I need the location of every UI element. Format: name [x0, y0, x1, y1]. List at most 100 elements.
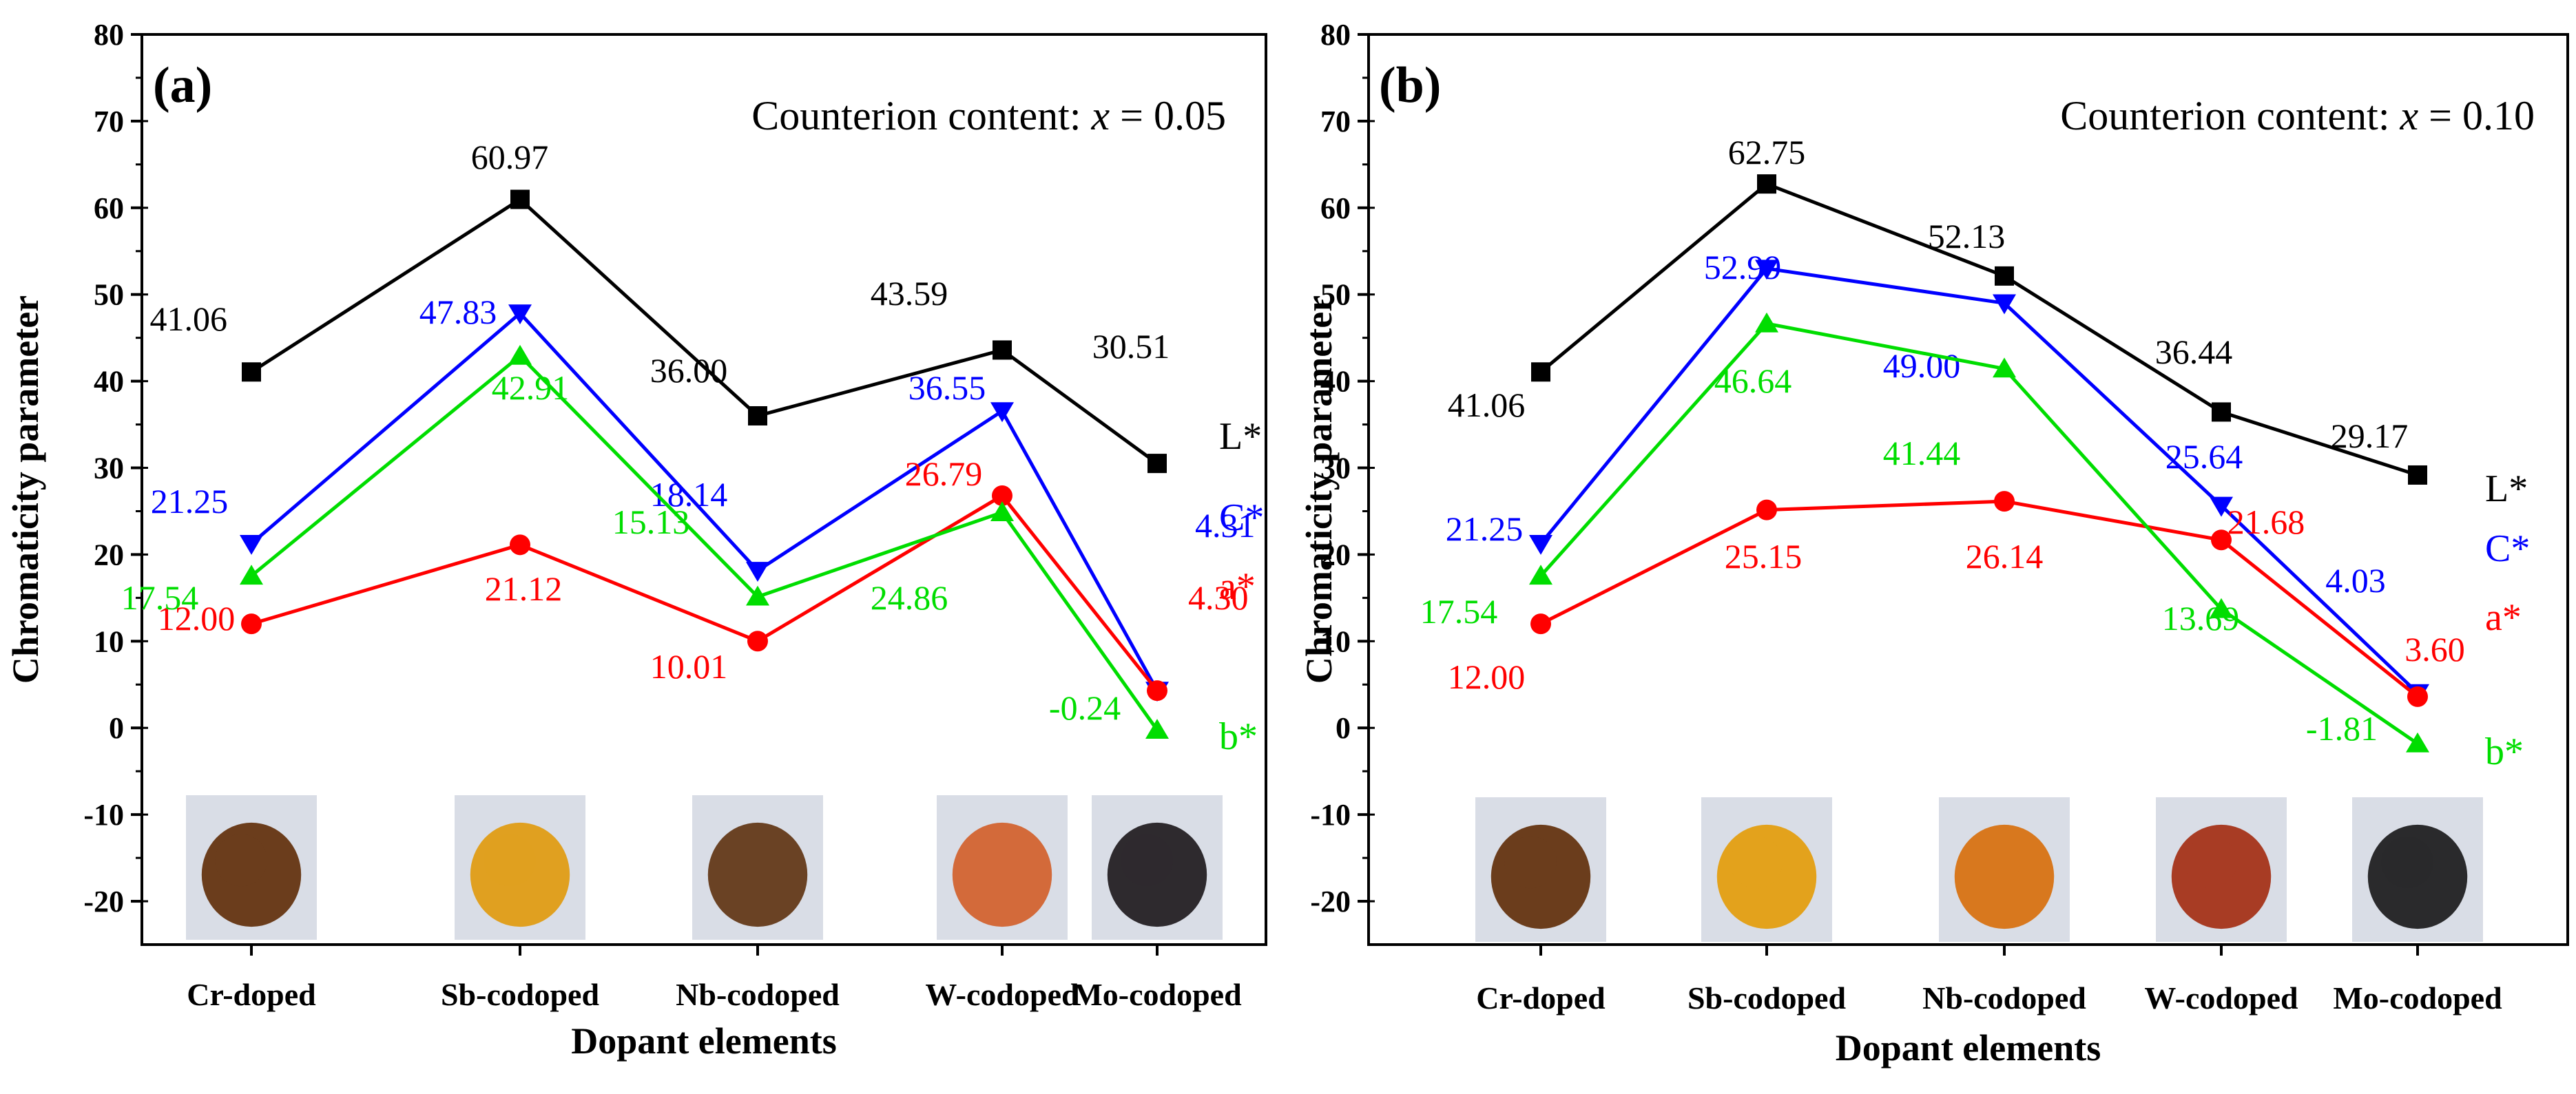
x-tick-label: Mo-codoped [2333, 980, 2502, 1016]
y-tick-label: -10 [1310, 798, 1351, 832]
data-point-circle [1994, 491, 2015, 512]
x-axis-label: Dopant elements [571, 1020, 836, 1062]
y-tick-label: 0 [109, 711, 124, 745]
y-tick-label: 0 [1336, 711, 1351, 745]
data-point-triangle-up [1145, 719, 1169, 739]
data-label: 4.30 [1188, 578, 1249, 617]
data-point-square [510, 189, 530, 209]
plot-frame [141, 33, 1267, 946]
data-point-triangle-down [1755, 260, 1778, 280]
data-point-triangle-up [2210, 598, 2233, 618]
annotation-variable: x [2400, 93, 2419, 138]
data-point-triangle-up [2406, 732, 2429, 753]
data-point-circle [1147, 680, 1167, 702]
data-label: 36.00 [650, 351, 728, 390]
powder-sample-image [455, 795, 585, 940]
powder-sample-image [2352, 797, 2483, 942]
y-tick-label: 80 [1320, 18, 1351, 52]
series-line-c [1539, 266, 2419, 695]
data-label: 21.12 [485, 569, 563, 608]
counterion-annotation: Counterion content: x = 0.05 [751, 93, 1226, 138]
data-point-square [1147, 454, 1167, 474]
data-point-triangle-up [1529, 565, 1552, 585]
data-label: 62.75 [1728, 133, 1806, 171]
powder-sample-image [1092, 795, 1223, 940]
y-tick-label: 70 [94, 105, 124, 138]
x-tick-label: Sb-codoped [1687, 980, 1846, 1016]
data-point-square [242, 362, 261, 382]
data-point-circle [510, 534, 530, 556]
data-label: 25.64 [2165, 437, 2243, 476]
data-label: 24.86 [871, 578, 948, 617]
data-label: 26.79 [905, 454, 983, 493]
data-point-circle [2211, 529, 2232, 551]
powder-sample-image [1701, 797, 1832, 942]
powder-sample-image [1475, 797, 1606, 942]
series-end-label: a* [2485, 596, 2522, 639]
data-label: 29.17 [2331, 417, 2409, 455]
annotation-variable: x [1091, 93, 1110, 138]
x-tick-label: Nb-codoped [676, 977, 840, 1012]
powder-highlight [966, 834, 1018, 887]
y-axis-label: Chromaticity parameter [5, 295, 46, 684]
data-label: -0.24 [1049, 688, 1121, 727]
annotation-value: = 0.05 [1110, 93, 1226, 138]
data-point-triangle-down [240, 534, 263, 555]
data-point-circle [241, 613, 262, 635]
data-point-triangle-down [990, 402, 1014, 423]
data-label: 21.25 [151, 482, 229, 520]
series-end-label: C* [1219, 496, 1264, 539]
data-label: 52.99 [1704, 248, 1782, 286]
data-label: 41.44 [1883, 434, 1961, 472]
data-label: 41.06 [150, 299, 228, 338]
powder-highlight [1730, 836, 1783, 889]
data-label: 21.25 [1446, 509, 1524, 548]
data-label: 15.13 [612, 503, 690, 541]
y-tick-label: 20 [1320, 538, 1351, 571]
data-label: 4.03 [2325, 561, 2386, 600]
panel-label: (a) [153, 57, 212, 114]
data-point-square [748, 406, 767, 425]
data-label: 17.54 [1420, 592, 1498, 631]
data-point-triangle-up [240, 565, 263, 585]
chart-panel-1: -20 -10 0 10 20 30 40 50 60 70 80 Cr-doped Sb-codope… [5, 18, 1267, 1062]
data-label: 52.13 [1928, 217, 2006, 255]
y-tick-label: 80 [94, 18, 124, 52]
data-point-circle [747, 631, 768, 652]
powder-highlight [1968, 836, 2020, 889]
series-end-label: b* [2485, 730, 2524, 773]
powder-sample-image [2156, 797, 2287, 942]
data-point-square [2212, 402, 2231, 422]
x-tick-label: Nb-codoped [1922, 980, 2086, 1016]
data-point-square [1995, 266, 2014, 286]
annotation-value: = 0.10 [2418, 93, 2535, 138]
data-point-circle [1530, 613, 1551, 635]
data-label: 3.60 [2404, 630, 2465, 669]
panel-label: (b) [1379, 57, 1441, 114]
data-point-circle [992, 485, 1012, 506]
data-label: 60.97 [471, 138, 549, 176]
y-tick-label: 60 [94, 191, 124, 225]
data-point-circle [1756, 499, 1777, 520]
annotation-prefix: Counterion content: [2060, 93, 2400, 138]
powder-highlight [215, 834, 267, 887]
data-label: 25.15 [1725, 537, 1803, 576]
data-label: 4.31 [1195, 506, 1256, 545]
x-tick-label: W-codoped [2144, 980, 2298, 1016]
data-point-triangle-down [2210, 496, 2233, 517]
data-label: 21.68 [2227, 503, 2305, 541]
powder-sample-image [692, 795, 823, 940]
data-label: 26.14 [1966, 537, 2044, 576]
data-point-triangle-down [1529, 534, 1552, 555]
y-tick-label: 30 [1320, 452, 1351, 485]
data-label: -1.81 [2306, 709, 2378, 748]
y-tick-label: -10 [83, 798, 124, 832]
data-point-circle [2407, 686, 2428, 707]
x-tick-label: W-codoped [925, 977, 1079, 1012]
series-end-label: L* [1219, 415, 1262, 458]
powder-sample-image [186, 795, 317, 940]
y-tick-label: 40 [94, 365, 124, 399]
data-point-triangle-up [746, 585, 769, 606]
series-end-label: b* [1219, 715, 1258, 758]
y-tick-label: 10 [1320, 624, 1351, 658]
